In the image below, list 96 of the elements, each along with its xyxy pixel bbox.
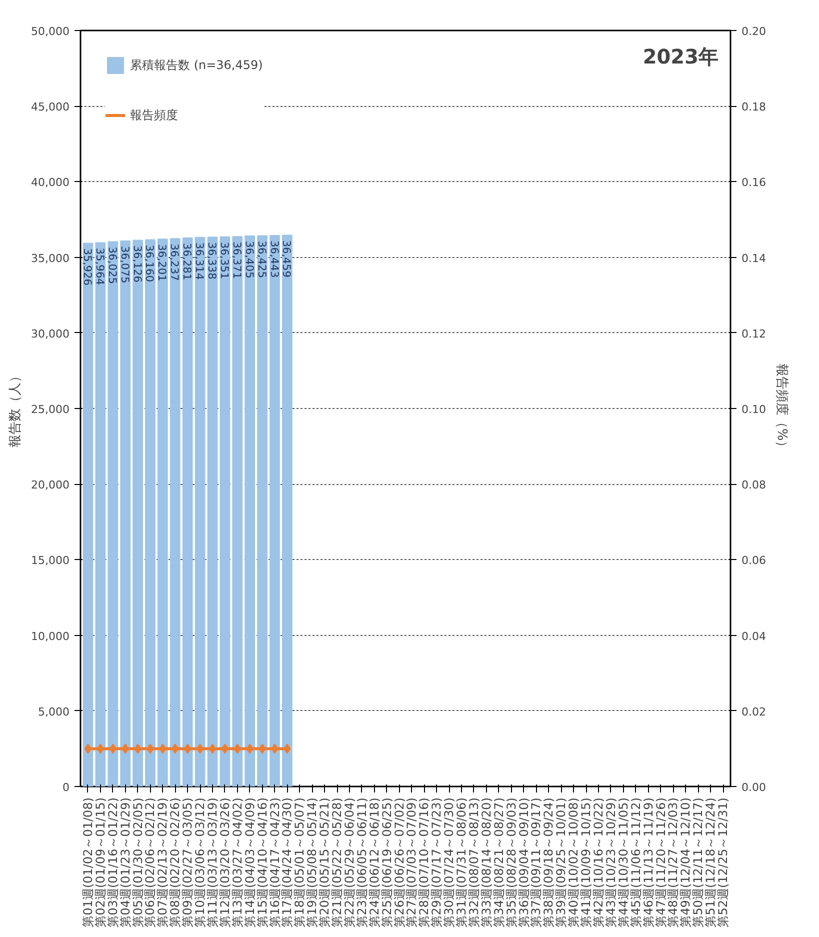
- data-label: 36,281: [180, 242, 194, 280]
- x-tick-label: 第10週(03/06～03/12): [193, 798, 208, 928]
- y2-tick-label: 0.04: [742, 630, 766, 643]
- x-tick-label: 第22週(05/29～06/04): [342, 798, 356, 928]
- x-tick-label: 第05週(01/30～02/05): [130, 798, 145, 928]
- x-tick-label: 第36週(09/04～09/10): [516, 798, 531, 928]
- data-label: 35,926: [80, 248, 94, 286]
- y-tick-label: 10,000: [31, 630, 70, 643]
- y2-tick-label: 0.02: [742, 705, 766, 718]
- x-tick-label: 第42週(10/16～10/22): [592, 798, 606, 928]
- x-tick-label: 第35週(08/28～09/03): [504, 798, 518, 928]
- y-tick-label: 15,000: [31, 554, 70, 568]
- data-label: 36,237: [168, 244, 182, 281]
- x-tick-label: 第27週(07/03～07/09): [404, 798, 419, 928]
- data-label: 36,459: [280, 240, 294, 278]
- y-axis-title: 報告数（人）: [8, 370, 24, 448]
- y2-tick-label: 0.00: [742, 781, 766, 794]
- text: 2023年: [642, 44, 719, 68]
- y2-tick-label: 0.16: [742, 176, 766, 190]
- x-tick-label: 第14週(04/03～04/09): [242, 798, 257, 928]
- x-tick-label: 第31週(07/31～08/06): [454, 798, 469, 928]
- x-tick-label: 第41週(10/09～10/15): [579, 798, 594, 928]
- legend-label: 報告頻度: [130, 106, 178, 124]
- x-tick-label: 第40週(10/02～10/08): [566, 798, 581, 928]
- x-tick-label: 第24週(06/12～06/18): [367, 798, 382, 928]
- data-label: 36,351: [218, 242, 231, 280]
- data-label: 36,425: [255, 240, 268, 278]
- x-tick-label: 第50週(12/11～12/17): [691, 798, 706, 928]
- x-tick-label: 第43週(10/23～10/29): [604, 798, 618, 928]
- y-tick-label: 30,000: [31, 327, 70, 340]
- x-tick-label: 第45週(11/06～11/12): [628, 798, 643, 928]
- x-tick-label: 第38週(09/18～09/24): [542, 798, 556, 928]
- x-tick-label: 第48週(11/27～12/03): [666, 798, 680, 928]
- y2-axis-title: 報告頻度（%）: [774, 363, 790, 454]
- x-tick-label: 第19週(05/08～05/14): [305, 798, 320, 928]
- y2-tick-label: 0.12: [742, 327, 766, 340]
- x-tick-label: 第15週(04/10～04/16): [255, 798, 270, 928]
- x-tick-label: 第11週(03/13～03/19): [205, 798, 220, 928]
- x-tick-label: 第34週(08/21～08/27): [492, 798, 506, 928]
- data-label: 36,443: [268, 240, 281, 278]
- x-tick-label: 第16週(04/17～04/23): [268, 798, 282, 928]
- y2-tick-label: 0.18: [742, 100, 766, 114]
- x-tick-label: 第12週(03/20～03/26): [218, 798, 232, 928]
- y-tick-label: 35,000: [31, 252, 70, 265]
- x-tick-label: 第23週(06/05～06/11): [354, 798, 369, 928]
- y2-tick-label: 0.10: [742, 403, 766, 416]
- x-tick-label: 第06週(02/06～02/12): [143, 798, 158, 928]
- data-label: 36,371: [230, 242, 244, 279]
- y-tick-label: 5,000: [38, 705, 70, 718]
- x-tick-label: 第04週(01/23～01/29): [118, 798, 132, 928]
- x-tick-label: 第18週(05/01～05/07): [292, 798, 307, 928]
- x-tick-label: 第32週(08/07～08/13): [466, 798, 481, 928]
- data-label: 36,314: [193, 242, 206, 280]
- x-tick-label: 第47週(11/20～11/26): [654, 798, 668, 928]
- y2-tick-label: 0.06: [742, 554, 766, 568]
- x-tick-label: 第01週(01/02～01/08): [80, 798, 95, 928]
- x-tick-label: 第30週(07/24～07/30): [442, 798, 456, 928]
- data-label: 36,201: [156, 244, 169, 282]
- data-label: 36,405: [242, 241, 256, 278]
- x-tick-label: 第25週(06/19～06/25): [380, 798, 394, 928]
- x-tick-label: 第37週(09/11～09/17): [529, 798, 544, 928]
- data-label: 36,160: [143, 244, 156, 282]
- data-label: 36,025: [106, 246, 119, 284]
- x-tick-label: 第09週(02/27～03/05): [180, 798, 195, 928]
- y-tick-label: 45,000: [31, 100, 70, 114]
- y2-tick-label: 0.08: [742, 478, 766, 492]
- x-tick-label: 第33週(08/14～08/20): [479, 798, 494, 928]
- x-tick-label: 第13週(03/27～04/02): [230, 798, 244, 928]
- data-label: 36,126: [130, 245, 144, 283]
- y-tick-label: 20,000: [31, 478, 70, 492]
- data-label: 35,964: [93, 248, 106, 286]
- x-tick-label: 第08週(02/20～02/26): [168, 798, 182, 928]
- data-label: 36,338: [205, 242, 218, 280]
- data-label: 36,075: [118, 246, 132, 284]
- y2-tick-label: 0.20: [742, 25, 766, 38]
- x-tick-label: 第28週(07/10～07/16): [417, 798, 432, 928]
- x-tick-label: 第03週(01/16～01/22): [106, 798, 120, 928]
- x-tick-label: 第21週(05/22～05/28): [330, 798, 344, 928]
- x-tick-label: 第20週(05/15～05/21): [318, 798, 332, 928]
- x-tick-label: 第39週(09/25～10/01): [554, 798, 568, 928]
- y-tick-label: 40,000: [31, 176, 70, 190]
- x-tick-label: 第46週(11/13～11/19): [641, 798, 656, 928]
- x-tick-label: 第17週(04/24～04/30): [280, 798, 294, 928]
- x-tick-label: 第51週(12/18～12/24): [704, 798, 718, 928]
- y2-tick-label: 0.14: [742, 252, 766, 265]
- x-tick-label: 第44週(10/30～11/05): [616, 798, 630, 928]
- x-tick-label: 第49週(12/04～12/10): [678, 798, 693, 928]
- x-tick-label: 第29週(07/17～07/23): [430, 798, 444, 928]
- legend-label: 累積報告数 (n=36,459): [130, 56, 263, 74]
- y-tick-label: 0: [62, 781, 70, 794]
- x-tick-label: 第02週(01/09～01/15): [93, 798, 108, 928]
- x-tick-label: 第26週(06/26～07/02): [392, 798, 406, 928]
- x-tick-label: 第52週(12/25～12/31): [716, 798, 730, 928]
- y-tick-label: 25,000: [31, 403, 70, 416]
- x-tick-label: 第07週(02/13～02/19): [156, 798, 170, 928]
- y-tick-label: 50,000: [31, 25, 70, 38]
